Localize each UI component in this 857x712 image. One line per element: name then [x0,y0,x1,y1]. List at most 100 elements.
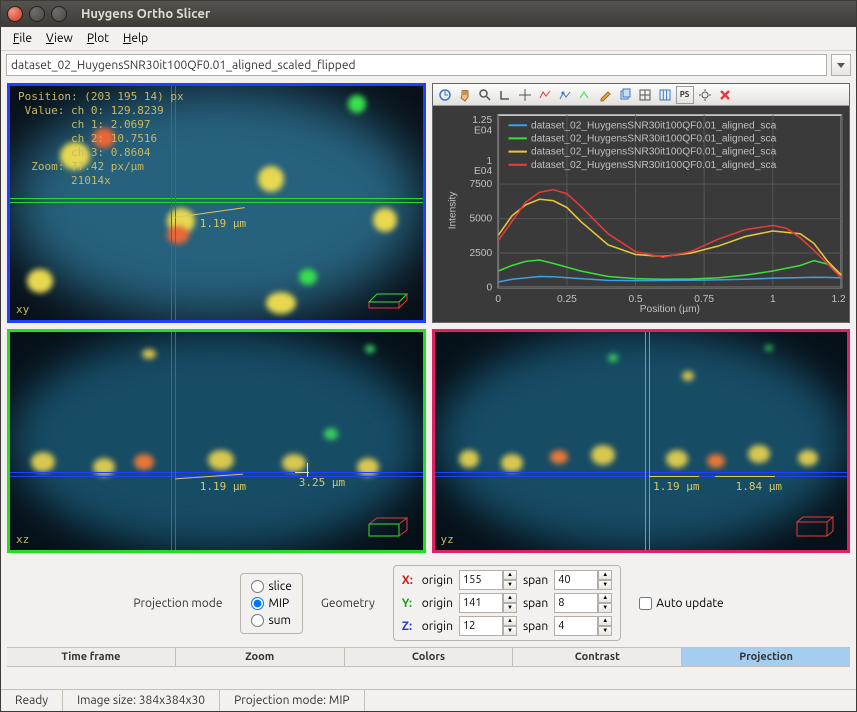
xz-orientation-cube [363,514,413,542]
xy-measure: 1.19 µm [200,217,246,230]
menu-help[interactable]: Help [117,29,154,48]
spin-up-icon[interactable]: ▲ [598,616,612,626]
plot-style-3-icon[interactable] [576,86,594,104]
projection-mode-group: slice MIP sum [240,573,302,634]
geom-y-row: Y: origin ▲▼ span ▲▼ [402,593,612,613]
yz-orientation-cube [787,514,837,542]
reset-zoom-icon[interactable] [436,86,454,104]
svg-text:dataset_02_HuygensSNR30it100QF: dataset_02_HuygensSNR30it100QF0.01_align… [530,160,776,171]
xz-pane[interactable]: 1.19 µm 3.25 µm xz [7,329,426,553]
xy-label: xy [16,303,29,316]
hand-icon[interactable] [456,86,474,104]
svg-text:1: 1 [769,294,775,305]
spin-up-icon[interactable]: ▲ [503,616,517,626]
maximize-icon[interactable] [51,6,67,22]
radio-slice[interactable]: slice [251,580,291,593]
tab-contrast[interactable]: Contrast [513,648,682,666]
xy-info-overlay: Position: (203 195 14) px Value: ch 0: 1… [18,90,184,188]
plot-style-1-icon[interactable] [536,86,554,104]
svg-text:7500: 7500 [469,179,492,190]
xz-image [10,332,423,550]
geom-x-origin-input[interactable] [459,570,503,590]
svg-text:0: 0 [486,283,492,294]
tab-time-frame[interactable]: Time frame [7,648,176,666]
tab-projection[interactable]: Projection [682,648,850,666]
xz-hline [10,472,423,473]
spin-up-icon[interactable]: ▲ [503,570,517,580]
spin-up-icon[interactable]: ▲ [598,570,612,580]
yz-measure-line-1 [649,476,699,477]
svg-text:E04: E04 [474,166,492,177]
zoom-icon[interactable] [476,86,494,104]
axis-icon[interactable] [496,86,514,104]
spin-up-icon[interactable]: ▲ [598,593,612,603]
status-projection-mode: Projection mode: MIP [220,690,365,711]
dataset-dropdown-button[interactable] [831,54,851,76]
window-title: Huygens Ortho Slicer [81,7,210,21]
status-image-size: Image size: 384x384x30 [63,690,220,711]
grid-icon[interactable] [656,86,674,104]
auto-update-checkbox[interactable]: Auto update [639,597,724,610]
geom-y-label: Y: [402,597,416,610]
projection-mode-label: Projection mode [133,597,222,610]
tab-zoom[interactable]: Zoom [176,648,345,666]
menubar: File View Plot Help [1,27,856,51]
minimize-icon[interactable] [29,6,45,22]
bottom-tabs: Time frame Zoom Colors Contrast Projecti… [7,647,850,667]
geom-z-span-input[interactable] [554,616,598,636]
status-bar: Ready Image size: 384x384x30 Projection … [1,689,856,711]
spin-down-icon[interactable]: ▼ [503,626,517,636]
geom-z-row: Z: origin ▲▼ span ▲▼ [402,616,612,636]
svg-text:5000: 5000 [469,214,492,225]
geom-x-row: X: origin ▲▼ span ▲▼ [402,570,612,590]
svg-text:0: 0 [495,294,501,305]
table-icon[interactable] [636,86,654,104]
geom-z-label: Z: [402,620,416,633]
controls-row: Projection mode slice MIP sum Geometry X… [1,557,856,645]
geom-z-origin-input[interactable] [459,616,503,636]
delete-icon[interactable] [716,86,734,104]
status-ready: Ready [1,690,63,711]
menu-plot[interactable]: Plot [81,29,115,48]
xz-cursor-v [307,463,308,477]
geom-x-label: X: [402,574,416,587]
geom-y-origin-input[interactable] [459,593,503,613]
xy-pane[interactable]: Position: (203 195 14) px Value: ch 0: 1… [7,83,426,323]
xz-cursor-h [295,472,309,473]
xz-measure-1: 1.19 µm [200,480,246,493]
settings-icon[interactable] [696,86,714,104]
tab-colors[interactable]: Colors [345,648,514,666]
svg-text:dataset_02_HuygensSNR30it100QF: dataset_02_HuygensSNR30it100QF0.01_align… [530,120,776,131]
yz-measure-2: 1.84 µm [736,480,782,493]
radio-sum[interactable]: sum [251,614,291,627]
ps-icon[interactable]: PS [676,86,694,104]
titlebar: Huygens Ortho Slicer [1,1,856,27]
dataset-selector [1,51,856,79]
menu-view[interactable]: View [40,29,79,48]
menu-file[interactable]: File [7,29,38,48]
copy-icon[interactable] [616,86,634,104]
chart-pane: PS 1.25E041E040250050007500 00.250.50.75… [432,83,851,323]
dataset-input[interactable] [6,54,827,76]
svg-text:0.25: 0.25 [556,294,576,305]
yz-image [435,332,848,550]
spin-down-icon[interactable]: ▼ [598,603,612,613]
crosshair-icon[interactable] [516,86,534,104]
radio-mip[interactable]: MIP [251,597,291,610]
chart-plot[interactable]: 1.25E041E040250050007500 00.250.50.7511.… [437,109,846,318]
yz-pane[interactable]: 1.19 µm 1.84 µm yz [432,329,851,553]
edit-icon[interactable] [596,86,614,104]
spin-down-icon[interactable]: ▼ [503,603,517,613]
plot-style-2-icon[interactable] [556,86,574,104]
geom-x-span-input[interactable] [554,570,598,590]
geometry-label: Geometry [321,597,375,610]
yz-measure-line-2 [715,476,775,477]
spin-down-icon[interactable]: ▼ [503,580,517,590]
spin-down-icon[interactable]: ▼ [598,626,612,636]
xz-vline [171,332,172,550]
close-icon[interactable] [7,6,23,22]
geom-y-span-input[interactable] [554,593,598,613]
spin-up-icon[interactable]: ▲ [503,593,517,603]
spin-down-icon[interactable]: ▼ [598,580,612,590]
xz-label: xz [16,533,29,546]
